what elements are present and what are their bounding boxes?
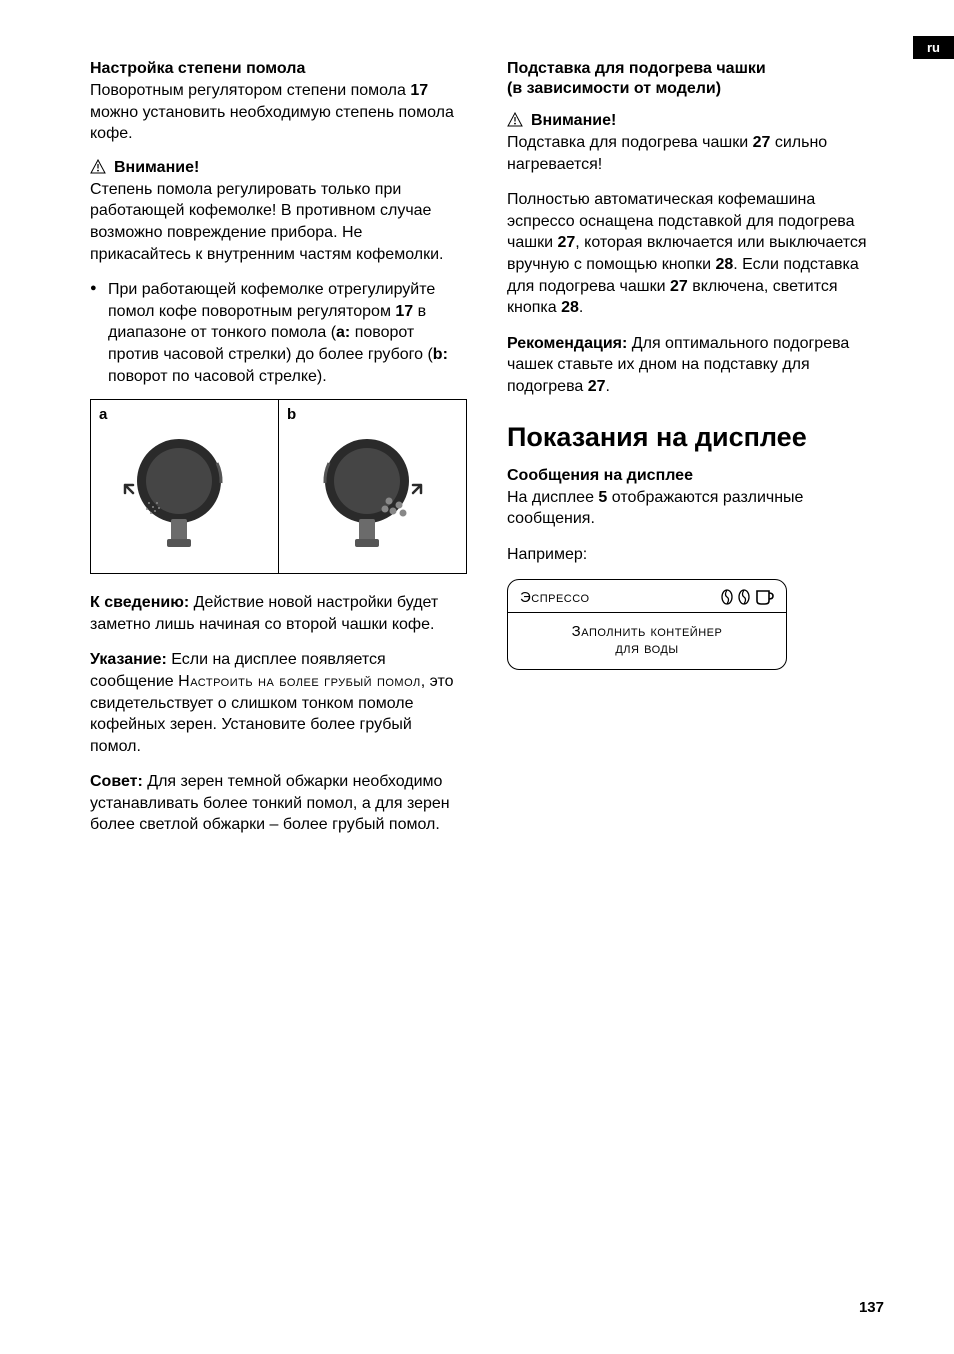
bean-icon	[720, 589, 734, 605]
dial-fine-icon	[99, 423, 259, 563]
ref-27: 27	[557, 234, 575, 251]
ref-a: a:	[336, 324, 350, 341]
label: Рекомендация:	[507, 335, 627, 352]
warning-title: Внимание!	[114, 159, 199, 177]
warning-text: Степень помола регулировать только при р…	[90, 179, 467, 265]
text: На дисплее	[507, 489, 598, 506]
label: Указание:	[90, 651, 167, 668]
section-heading: Показания на дисплее	[507, 422, 884, 453]
text: Поворотным регулятором степени помола	[90, 82, 410, 99]
display-line1: Заполнить контейнер	[516, 623, 778, 640]
ref-28: 28	[715, 256, 733, 273]
ref-5: 5	[598, 489, 607, 506]
text: .	[579, 299, 583, 316]
para-machine: Полностью автоматическая кофемашина эспр…	[507, 189, 884, 319]
text: Подставка для подогрева чашки	[507, 134, 753, 151]
right-heading: Подставка для подогрева чашки	[507, 60, 884, 78]
display-icons	[720, 588, 774, 606]
dial-coarse-icon	[287, 423, 447, 563]
warning-row: Внимание!	[507, 112, 884, 130]
right-heading-sub: (в зависимости от модели)	[507, 80, 884, 98]
diagram-label-b: b	[287, 406, 458, 423]
left-column: Настройка степени помола Поворотным регу…	[90, 60, 467, 850]
text: При работающей кофемолке отрегулируйте п…	[108, 281, 435, 320]
para-recommendation: Рекомендация: Для оптимального подогрева…	[507, 333, 884, 398]
warn-text: Подставка для подогрева чашки 27 сильно …	[507, 132, 884, 175]
subsection-text: На дисплее 5 отображаются различные сооб…	[507, 487, 884, 530]
bean-icon	[737, 589, 751, 605]
bullet-item: При работающей кофемолке отрегулируйте п…	[90, 279, 467, 387]
right-column: Подставка для подогрева чашки (в зависим…	[507, 60, 884, 850]
diagram-a: a	[91, 400, 278, 573]
page-number: 137	[859, 1299, 884, 1316]
display-quote: Настроить на более грубый помол	[178, 673, 421, 690]
note-instruction: Указание: Если на дисплее появляется соо…	[90, 649, 467, 757]
subsection-heading: Сообщения на дисплее	[507, 467, 884, 485]
ref-27: 27	[670, 278, 688, 295]
diagram-b: b	[278, 400, 466, 573]
label: Совет:	[90, 773, 143, 790]
display-line2: для воды	[516, 640, 778, 657]
diagram-label-a: a	[99, 406, 270, 423]
text: можно установить необходимую степень пом…	[90, 104, 454, 143]
label: К сведению:	[90, 594, 189, 611]
ref-27: 27	[753, 134, 771, 151]
warning-icon	[507, 112, 523, 130]
display-top-row: Эспрессо	[508, 580, 786, 612]
ref-28: 28	[561, 299, 579, 316]
ref-27: 27	[588, 378, 606, 395]
text: Для зерен темной обжарки необходимо уста…	[90, 773, 450, 833]
cup-icon	[754, 588, 774, 606]
example-label: Например:	[507, 544, 884, 566]
note-tip: Совет: Для зерен темной обжарки необходи…	[90, 771, 467, 836]
ref-17: 17	[410, 82, 428, 99]
left-heading: Настройка степени помола	[90, 60, 467, 78]
note-info: К сведению: Действие новой настройки буд…	[90, 592, 467, 635]
text: .	[606, 378, 610, 395]
display-drink-name: Эспрессо	[520, 589, 590, 606]
language-tab: ru	[913, 36, 954, 59]
warning-icon	[90, 159, 106, 177]
display-example: Эспрессо Заполнить контейнер для воды	[507, 579, 787, 670]
warning-row: Внимание!	[90, 159, 467, 177]
ref-b: b:	[433, 346, 448, 363]
grind-diagram: a b	[90, 399, 467, 574]
display-message: Заполнить контейнер для воды	[508, 613, 786, 669]
left-intro: Поворотным регулятором степени помола 17…	[90, 80, 467, 145]
warning-title: Внимание!	[531, 112, 616, 130]
ref-17: 17	[395, 303, 413, 320]
text: поворот по часовой стрелке).	[108, 368, 327, 385]
